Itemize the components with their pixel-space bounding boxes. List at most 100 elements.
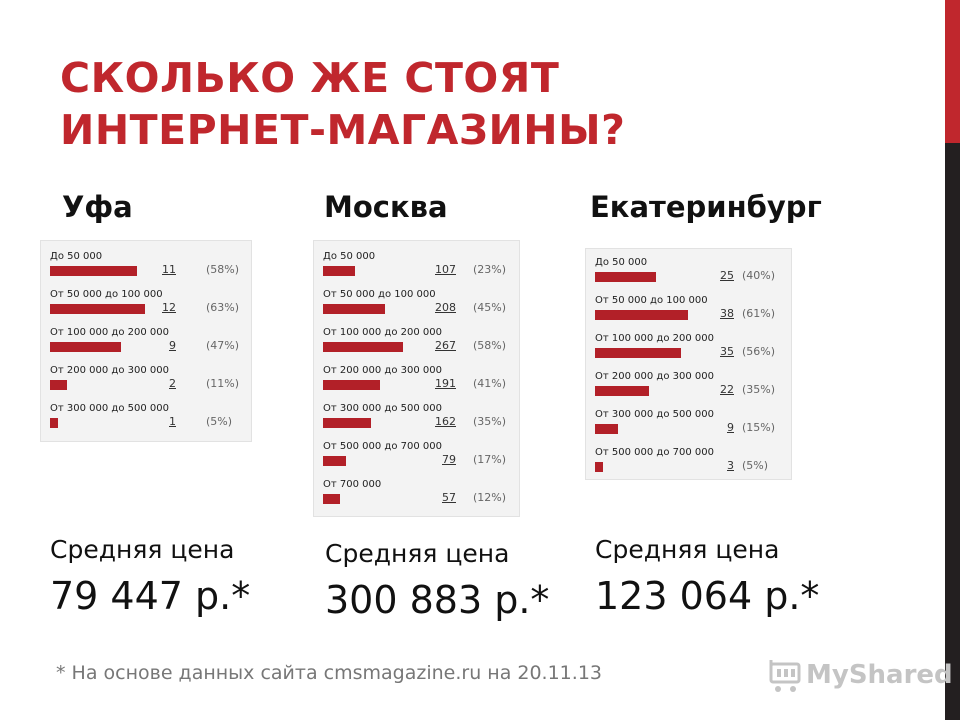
poll-bar [323,456,346,466]
poll-vote-count-link[interactable]: 25 [720,269,734,283]
poll-percent-label: (15%) [742,421,775,435]
poll-option-label: До 50 000 [323,251,375,263]
poll-row: От 300 000 до 500 000 9 (15%) [595,409,791,447]
poll-option-label: От 50 000 до 100 000 [323,289,436,301]
city-title-ufa: Уфа [62,190,133,224]
city-title-moscow: Москва [324,190,448,224]
poll-bar [50,304,145,314]
poll-vote-count-link[interactable]: 9 [169,339,176,353]
poll-vote-count-link[interactable]: 22 [720,383,734,397]
poll-bar [323,266,355,276]
poll-vote-count-link[interactable]: 3 [727,459,734,473]
avg-price-label-moscow: Средняя цена [325,539,509,568]
avg-price-label-ekaterinburg: Средняя цена [595,535,779,564]
poll-option-label: От 50 000 до 100 000 [595,295,708,307]
avg-price-value-ekaterinburg: 123 064 р.* [595,574,819,618]
avg-price-value-moscow: 300 883 р.* [325,578,549,622]
poll-percent-label: (23%) [473,263,506,277]
poll-percent-label: (5%) [206,415,232,429]
poll-percent-label: (40%) [742,269,775,283]
slide-title: СКОЛЬКО ЖЕ СТОЯТ ИНТЕРНЕТ-МАГАЗИНЫ? [60,52,920,156]
poll-bar [50,266,137,276]
poll-chart-moscow: До 50 000 107 (23%) От 50 000 до 100 000 208… [313,240,520,517]
city-title-ekaterinburg: Екатеринбург [590,190,822,224]
poll-percent-label: (61%) [742,307,775,321]
poll-bar [50,380,67,390]
poll-row: От 50 000 до 100 000 12 (63%) [50,289,251,327]
poll-row: От 500 000 до 700 000 3 (5%) [595,447,791,485]
poll-option-label: От 100 000 до 200 000 [50,327,169,339]
poll-percent-label: (5%) [742,459,768,473]
poll-option-label: От 100 000 до 200 000 [323,327,442,339]
poll-option-label: От 500 000 до 700 000 [323,441,442,453]
poll-vote-count-link[interactable]: 1 [169,415,176,429]
poll-vote-count-link[interactable]: 9 [727,421,734,435]
poll-percent-label: (47%) [206,339,239,353]
poll-row: От 200 000 до 300 000 2 (11%) [50,365,251,403]
poll-bar [595,424,618,434]
poll-percent-label: (58%) [473,339,506,353]
poll-percent-label: (58%) [206,263,239,277]
source-footnote: * На основе данных сайта cmsmagazine.ru … [56,662,602,684]
poll-row: От 50 000 до 100 000 208 (45%) [323,289,519,327]
avg-price-label-ufa: Средняя цена [50,535,234,564]
poll-row: До 50 000 107 (23%) [323,251,519,289]
poll-percent-label: (35%) [742,383,775,397]
poll-row: От 700 000 57 (12%) [323,479,519,517]
poll-row: От 500 000 до 700 000 79 (17%) [323,441,519,479]
poll-vote-count-link[interactable]: 57 [442,491,456,505]
poll-bar [595,348,681,358]
poll-bar [595,310,688,320]
poll-bar [595,272,656,282]
poll-option-label: До 50 000 [595,257,647,269]
poll-vote-count-link[interactable]: 35 [720,345,734,359]
accent-sidebar-dark [945,143,960,720]
poll-option-label: От 700 000 [323,479,381,491]
poll-option-label: От 300 000 до 500 000 [50,403,169,415]
cart-logo-icon [768,658,804,694]
poll-vote-count-link[interactable]: 11 [162,263,176,277]
watermark-text: MyShared [806,660,953,690]
poll-percent-label: (56%) [742,345,775,359]
avg-price-value-ufa: 79 447 р.* [50,574,250,618]
poll-percent-label: (11%) [206,377,239,391]
poll-vote-count-link[interactable]: 191 [435,377,456,391]
poll-option-label: От 300 000 до 500 000 [595,409,714,421]
poll-bar [595,462,603,472]
poll-vote-count-link[interactable]: 12 [162,301,176,315]
poll-option-label: До 50 000 [50,251,102,263]
poll-row: От 100 000 до 200 000 35 (56%) [595,333,791,371]
poll-row: От 100 000 до 200 000 267 (58%) [323,327,519,365]
poll-option-label: От 300 000 до 500 000 [323,403,442,415]
poll-bar [323,418,371,428]
poll-bar [50,418,58,428]
poll-row: От 50 000 до 100 000 38 (61%) [595,295,791,333]
poll-row: До 50 000 11 (58%) [50,251,251,289]
poll-row: От 300 000 до 500 000 1 (5%) [50,403,251,441]
poll-bar [323,342,403,352]
poll-vote-count-link[interactable]: 162 [435,415,456,429]
poll-row: До 50 000 25 (40%) [595,257,791,295]
poll-option-label: От 200 000 до 300 000 [50,365,169,377]
poll-percent-label: (17%) [473,453,506,467]
poll-row: От 300 000 до 500 000 162 (35%) [323,403,519,441]
poll-row: От 100 000 до 200 000 9 (47%) [50,327,251,365]
poll-bar [323,494,340,504]
poll-chart-ufa: До 50 000 11 (58%) От 50 000 до 100 000 12 (6… [40,240,252,442]
poll-option-label: От 200 000 до 300 000 [323,365,442,377]
poll-vote-count-link[interactable]: 208 [435,301,456,315]
poll-bar [50,342,121,352]
myshared-watermark: MyShared [768,656,928,696]
poll-vote-count-link[interactable]: 2 [169,377,176,391]
poll-bar [595,386,649,396]
poll-vote-count-link[interactable]: 38 [720,307,734,321]
poll-option-label: От 500 000 до 700 000 [595,447,714,459]
poll-vote-count-link[interactable]: 267 [435,339,456,353]
poll-option-label: От 50 000 до 100 000 [50,289,163,301]
accent-sidebar-red [945,0,960,143]
poll-vote-count-link[interactable]: 107 [435,263,456,277]
poll-percent-label: (41%) [473,377,506,391]
poll-vote-count-link[interactable]: 79 [442,453,456,467]
poll-option-label: От 200 000 до 300 000 [595,371,714,383]
poll-chart-ekaterinburg: До 50 000 25 (40%) От 50 000 до 100 000 38 (6… [585,248,792,480]
